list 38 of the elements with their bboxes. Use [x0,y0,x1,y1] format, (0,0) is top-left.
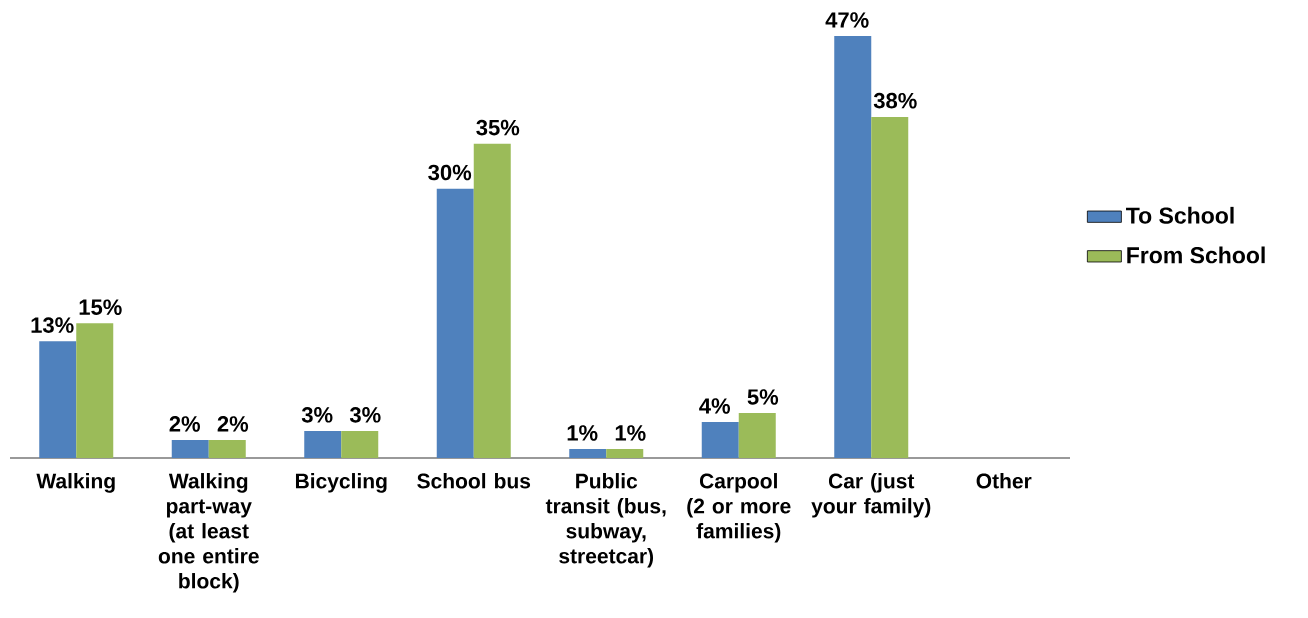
data-label: 5% [747,389,779,405]
bar [208,440,246,458]
bar [473,143,511,458]
data-label: 47% [825,12,869,28]
bar [834,36,872,458]
bar [341,431,379,458]
bar [871,116,909,458]
bar [304,431,342,458]
bar [701,422,739,458]
data-label: 3% [301,407,333,423]
x-tick-label: Car (just your family) [811,473,931,518]
bar [39,341,77,458]
x-tick-label: Walking part-way (at least one entire block) [158,473,259,593]
data-label: 35% [476,119,520,136]
bar [569,449,607,458]
bar [738,413,776,458]
bar [606,449,644,458]
data-label: 15% [79,299,122,315]
x-tick-label: Carpool (2 or more families) [687,473,791,543]
data-label: 2% [217,416,249,432]
data-label: 4% [699,398,730,414]
bar [76,323,114,458]
x-tick-label: Public transit (bus, subway, streetcar) [545,473,666,568]
bar [436,188,474,458]
x-tick-label: School bus [417,473,531,489]
data-label: 30% [428,164,472,181]
data-label: 1% [615,425,646,441]
legend-label: From School [1127,246,1265,264]
data-label: 38% [873,92,917,109]
legend-label: To School [1126,206,1234,224]
data-label: 13% [31,317,74,333]
data-label: 3% [349,407,381,423]
bar [171,440,209,458]
x-tick-label: Bicycling [295,473,387,493]
x-tick-label: Walking [36,473,115,493]
data-label: 1% [567,425,598,441]
x-tick-label: Other [976,473,1032,489]
data-label: 2% [169,416,200,432]
